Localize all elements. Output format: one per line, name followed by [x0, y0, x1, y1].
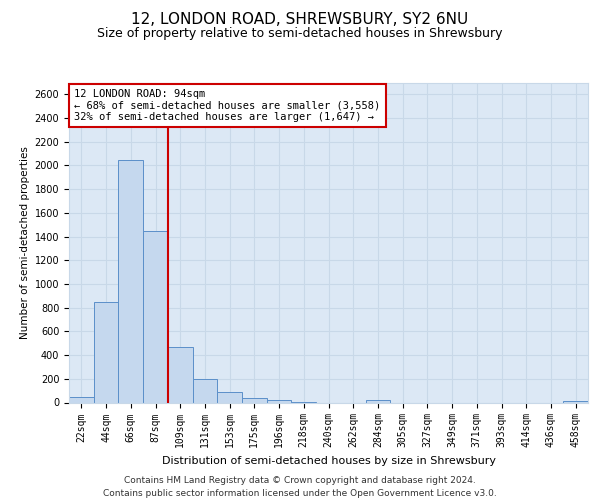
- Bar: [217, 392, 242, 402]
- X-axis label: Distribution of semi-detached houses by size in Shrewsbury: Distribution of semi-detached houses by …: [161, 456, 496, 466]
- Bar: [563, 400, 588, 402]
- Y-axis label: Number of semi-detached properties: Number of semi-detached properties: [20, 146, 31, 339]
- Bar: [365, 400, 390, 402]
- Bar: [168, 347, 193, 403]
- Bar: [143, 230, 168, 402]
- Bar: [94, 302, 118, 402]
- Bar: [242, 398, 267, 402]
- Text: Contains HM Land Registry data © Crown copyright and database right 2024.
Contai: Contains HM Land Registry data © Crown c…: [103, 476, 497, 498]
- Text: Size of property relative to semi-detached houses in Shrewsbury: Size of property relative to semi-detach…: [97, 28, 503, 40]
- Bar: [193, 379, 217, 402]
- Text: 12, LONDON ROAD, SHREWSBURY, SY2 6NU: 12, LONDON ROAD, SHREWSBURY, SY2 6NU: [131, 12, 469, 28]
- Bar: [267, 400, 292, 402]
- Bar: [118, 160, 143, 402]
- Text: 12 LONDON ROAD: 94sqm
← 68% of semi-detached houses are smaller (3,558)
32% of s: 12 LONDON ROAD: 94sqm ← 68% of semi-deta…: [74, 89, 380, 122]
- Bar: [69, 396, 94, 402]
